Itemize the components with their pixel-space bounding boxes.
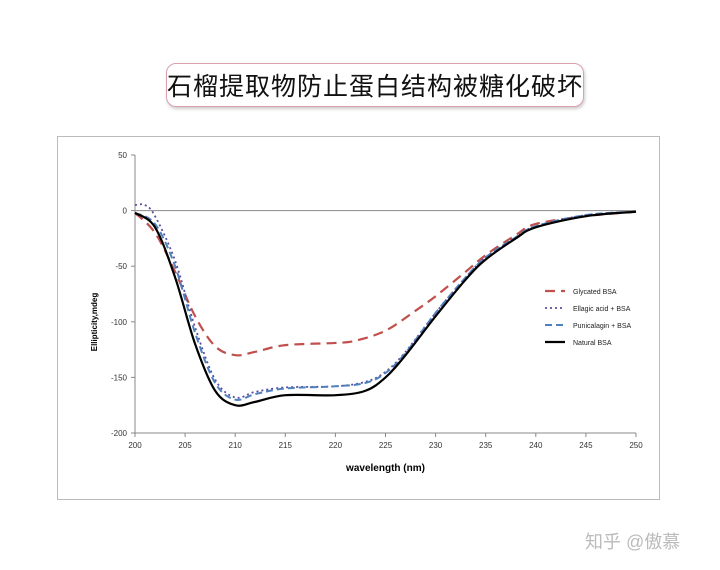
y-tick-label: -200 xyxy=(111,429,128,438)
x-axis-label: wavelength (nm) xyxy=(345,463,425,474)
x-tick-label: 225 xyxy=(379,441,393,450)
x-tick-label: 200 xyxy=(128,441,142,450)
x-tick-label: 240 xyxy=(529,441,543,450)
x-tick-label: 245 xyxy=(579,441,593,450)
x-tick-label: 235 xyxy=(479,441,493,450)
y-axis-label: Ellipticity,mdeg xyxy=(90,293,99,352)
x-tick-label: 210 xyxy=(229,441,243,450)
legend-label: Punicalagin + BSA xyxy=(573,323,632,330)
x-tick-label: 215 xyxy=(279,441,293,450)
y-tick-label: -100 xyxy=(111,318,128,327)
legend-label: Glycated BSA xyxy=(573,289,617,296)
x-tick-label: 250 xyxy=(629,441,643,450)
legend-label: Natural BSA xyxy=(573,340,612,347)
page-title: 石榴提取物防止蛋白结构被糖化破坏 xyxy=(166,63,584,107)
y-tick-label: -150 xyxy=(111,373,128,382)
x-tick-label: 230 xyxy=(429,441,443,450)
series-line-3 xyxy=(134,210,637,407)
legend-label: Ellagic acid + BSA xyxy=(573,306,631,313)
y-tick-label: 0 xyxy=(123,207,128,216)
y-tick-label: 50 xyxy=(118,151,127,160)
x-tick-label: 220 xyxy=(329,441,343,450)
series-line-1 xyxy=(134,203,637,399)
watermark: 知乎 @傲慕 xyxy=(585,532,681,552)
series-line-0 xyxy=(134,210,637,357)
x-tick-label: 205 xyxy=(178,441,192,450)
series-line-2 xyxy=(134,210,637,402)
y-tick-label: -50 xyxy=(115,262,127,271)
chart-frame xyxy=(57,136,660,500)
